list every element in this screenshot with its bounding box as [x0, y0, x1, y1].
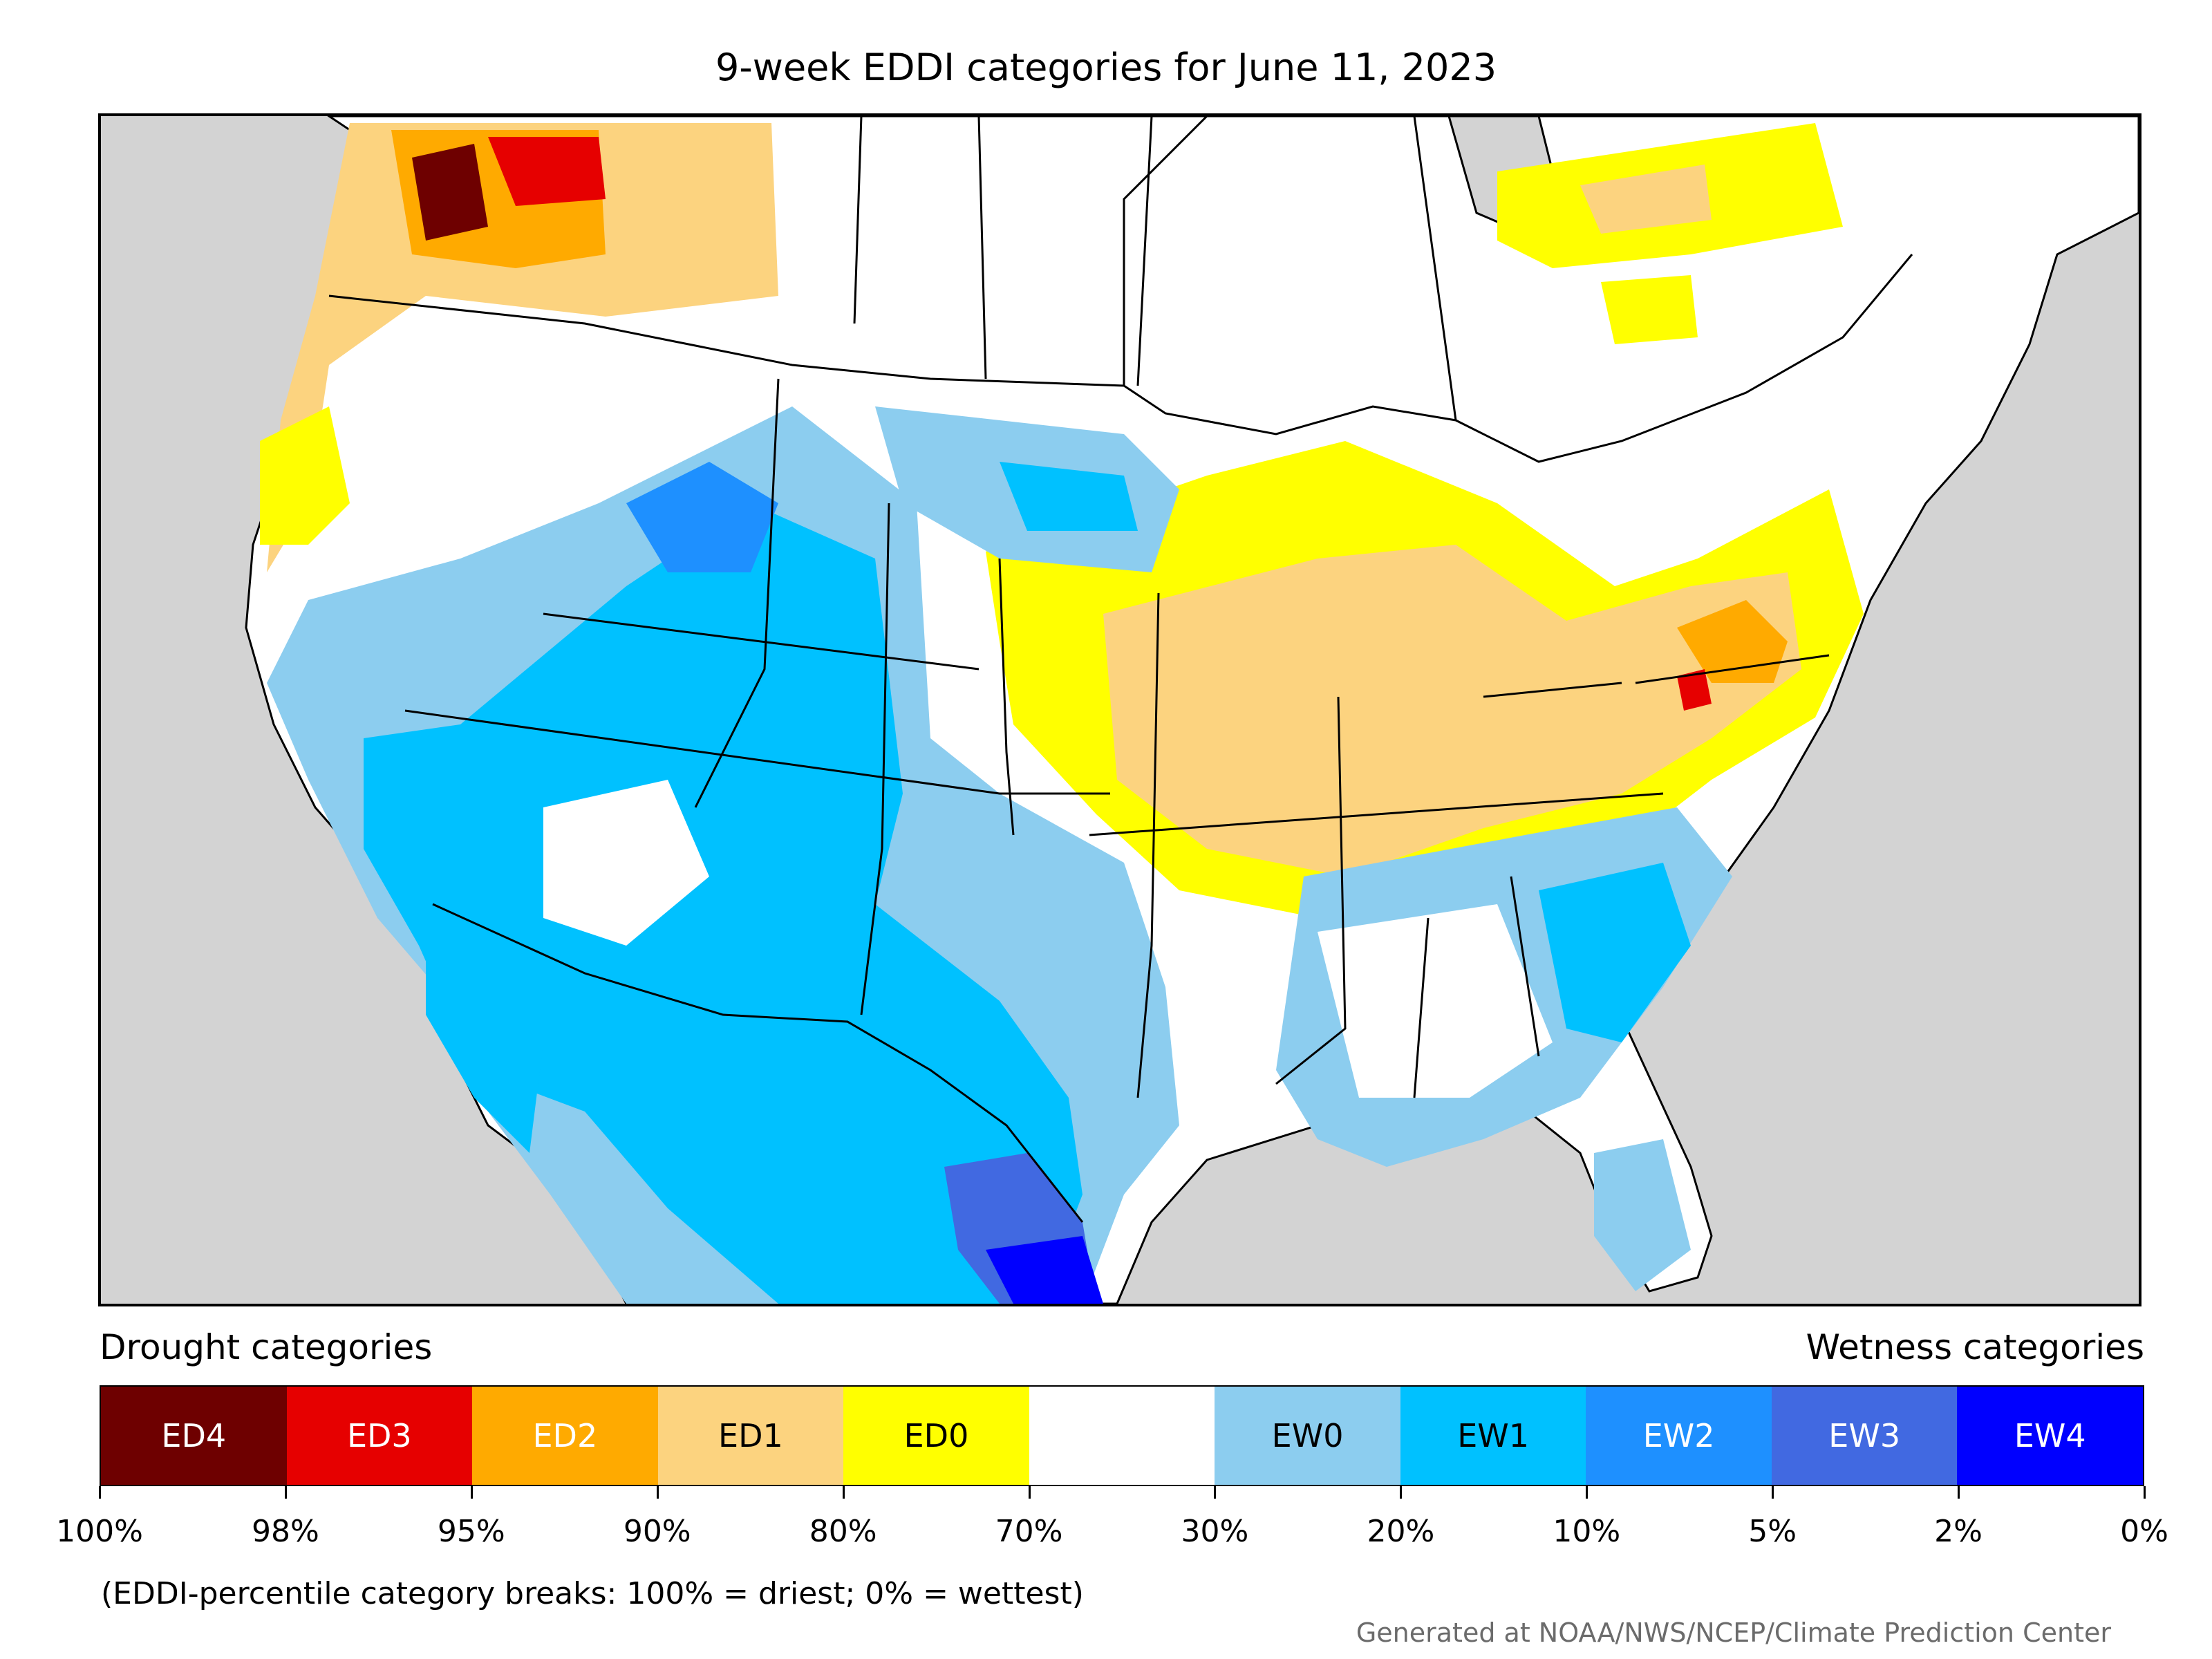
colorbar-tick-label: 70%: [995, 1514, 1063, 1549]
colorbar-segment-ew2: EW2: [1586, 1387, 1772, 1485]
colorbar-tick: [470, 1486, 473, 1499]
pnw-ed4: [412, 144, 488, 241]
colorbar-tick-label: 30%: [1181, 1514, 1249, 1549]
colorbar-tick: [1586, 1486, 1588, 1499]
ne-ed2: [1677, 600, 1788, 683]
colorbar-tick: [1958, 1486, 1960, 1499]
line-3: [543, 612, 980, 671]
line-5: [998, 558, 1015, 836]
colorbar-segment-ew0: EW0: [1215, 1387, 1400, 1485]
line-6: [1089, 792, 1664, 836]
category-footnote: (EDDI-percentile category breaks: 100% =…: [101, 1576, 1084, 1611]
quebec-ed1: [1580, 165, 1712, 234]
colorbar-segment-ed2: ED2: [472, 1387, 658, 1485]
colorbar-tick-label: 100%: [56, 1514, 143, 1549]
credit-text: Generated at NOAA/NWS/NCEP/Climate Predi…: [1356, 1618, 2111, 1648]
wet-areas: [267, 406, 1732, 1304]
colorbar-ticks: [99, 1486, 2146, 1500]
wetness-heading: Wetness categories: [1806, 1327, 2144, 1367]
pnw-ed0-coast: [260, 406, 350, 545]
us-mexico-border: [432, 903, 1084, 1223]
midwest-ed1: [1103, 545, 1801, 877]
line-9: [1413, 917, 1430, 1098]
colorbar-tick: [2144, 1486, 2146, 1499]
line-14: [977, 116, 987, 379]
west-ew1-inner-white: [543, 780, 709, 946]
colorbar-tick: [284, 1486, 287, 1499]
southeast-ew1: [1539, 863, 1691, 1042]
colorbar-tick: [656, 1486, 659, 1499]
line-7: [1136, 592, 1160, 1098]
colorbar-segment-neutral: [1029, 1387, 1215, 1485]
line-10: [1510, 876, 1540, 1057]
colorbar-tick-label: 95%: [437, 1514, 505, 1549]
line-16: [1123, 116, 1208, 386]
colorbar-tick: [1028, 1486, 1031, 1499]
ontario-ed0: [1601, 275, 1698, 344]
west-ew1: [364, 503, 1082, 1304]
colorbar-tick-label: 5%: [1748, 1514, 1797, 1549]
colorbar-tick: [842, 1486, 845, 1499]
southeast-white: [1318, 904, 1553, 1098]
colorbar-tick-label: 80%: [809, 1514, 877, 1549]
colorbar-tick-label: 20%: [1367, 1514, 1435, 1549]
colorbar-tick-label: 90%: [623, 1514, 691, 1549]
colorbar-tick-label: 10%: [1553, 1514, 1621, 1549]
line-4: [404, 709, 1110, 795]
drought-areas: [260, 123, 1864, 918]
colorbar-segment-ed3: ED3: [286, 1387, 473, 1485]
colorbar-tick-label: 2%: [1934, 1514, 1983, 1549]
line-1: [694, 378, 780, 808]
mid-atlantic-ed3: [1677, 669, 1712, 711]
category-colorbar: ED4 ED3 ED2 ED1 ED0 EW0 EW1 EW2 EW3 EW4: [100, 1385, 2144, 1486]
line-8: [1275, 696, 1347, 1085]
boundaries: [328, 116, 1913, 1223]
colorbar-tick: [99, 1486, 101, 1499]
colorbar-tick-label: 0%: [2120, 1514, 2168, 1549]
map-canvas: [245, 116, 2139, 1304]
colorbar-segment-ed4: ED4: [101, 1387, 287, 1485]
eddi-map: [98, 113, 2141, 1306]
line-13: [853, 116, 863, 324]
colorbar-tick-label: 98%: [252, 1514, 319, 1549]
colorbar-segment-ew4: EW4: [1957, 1387, 2144, 1485]
colorbar-segment-ew1: EW1: [1400, 1387, 1586, 1485]
map-title: 9-week EDDI categories for June 11, 2023: [715, 46, 1497, 89]
baja-ew1: [426, 932, 543, 1153]
colorbar-tick: [1400, 1486, 1403, 1499]
colorbar-tick: [1214, 1486, 1217, 1499]
pnw-ed3: [488, 137, 606, 206]
idaho-ew2: [626, 462, 778, 572]
dakota-ew1: [1000, 462, 1138, 531]
line-15: [1136, 116, 1153, 386]
florida-ew0: [1594, 1139, 1691, 1291]
line-11: [1483, 682, 1622, 698]
colorbar-segment-ed0: ED0: [843, 1387, 1029, 1485]
line-17: [1413, 116, 1457, 421]
pnw-ed1: [267, 123, 778, 572]
colorbar-segment-ew3: EW3: [1771, 1387, 1958, 1485]
texas-ew4: [986, 1236, 1103, 1304]
colorbar-segment-ed1: ED1: [657, 1387, 844, 1485]
line-2: [860, 503, 890, 1015]
drought-heading: Drought categories: [100, 1327, 433, 1367]
line-12: [1635, 654, 1830, 684]
colorbar-tick: [1772, 1486, 1774, 1499]
us-canada-border: [328, 254, 1913, 463]
